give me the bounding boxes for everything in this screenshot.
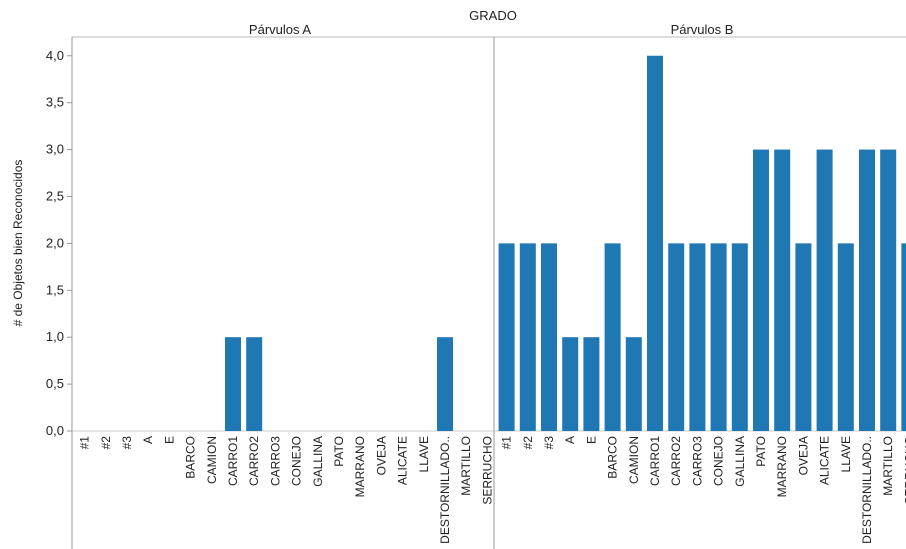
- x-tick-label: MARRANO: [775, 436, 789, 497]
- bar: [625, 337, 642, 431]
- y-tick-label: 2,5: [46, 188, 64, 203]
- x-tick-label: MARTILLO: [459, 436, 473, 496]
- x-tick-label: LLAVE: [417, 436, 431, 472]
- x-tick-label: PATO: [332, 436, 346, 467]
- bar: [437, 337, 453, 431]
- bar: [901, 243, 906, 431]
- y-axis: 0,0 0,5 1,0 1,5 2,0 2,5 3,0 3,5 4,0: [46, 37, 73, 549]
- x-tick-label: GALLINA: [733, 436, 747, 487]
- bar: [710, 243, 727, 431]
- bar: [246, 337, 263, 431]
- y-tick-label: 1,5: [46, 282, 64, 297]
- bar: [837, 243, 854, 431]
- bar: [795, 243, 812, 431]
- x-tick-label: PATO: [754, 436, 768, 467]
- bar: [562, 337, 579, 431]
- y-tick-label: 0,0: [46, 423, 64, 438]
- bar: [604, 243, 621, 431]
- x-tick-label: #1: [78, 436, 92, 450]
- x-tick-label: GALLINA: [311, 436, 325, 487]
- x-tick-label: SERRUCHO: [480, 436, 494, 505]
- bar: [859, 149, 875, 432]
- y-axis-label: # de Objetos bien Reconocidos: [11, 160, 25, 327]
- bar: [689, 243, 706, 431]
- x-tick-label: ALICATE: [396, 436, 410, 485]
- panel: Párvulos A #1 #2 #3 A E BARCO CAMION CARRO1 CARRO…: [72, 22, 494, 544]
- x-tick-label: E: [584, 436, 598, 444]
- x-tick-label: #3: [542, 436, 556, 450]
- x-tick-label: OVEJA: [374, 436, 388, 475]
- x-tick-label: CONEJO: [712, 436, 726, 486]
- bar: [731, 243, 748, 431]
- x-tick-label: CARRO3: [268, 436, 282, 486]
- x-tick-label: #2: [99, 436, 113, 450]
- x-tick-label: A: [141, 436, 155, 444]
- x-tick-label: CAMION: [627, 436, 641, 484]
- y-tick-label: 3,5: [46, 95, 64, 110]
- x-tick-label: MARTILLO: [881, 436, 895, 496]
- bar: [753, 149, 769, 432]
- x-tick-label: CAMION: [205, 436, 219, 484]
- x-tick-label: SERRUCHO: [902, 436, 906, 505]
- x-tick-label: ALICATE: [818, 436, 832, 485]
- y-tick-label: 1,0: [46, 329, 64, 344]
- bar: [225, 337, 241, 431]
- x-tick-label: MARRANO: [353, 436, 367, 497]
- bar: [880, 149, 897, 432]
- panel: Párvulos B #1 #2 #3 A E BARCO CAMION CARRO1 CARRO…: [493, 22, 906, 549]
- panel-name: Párvulos A: [249, 22, 311, 37]
- x-tick-label: CARRO2: [247, 436, 261, 486]
- chart-title: GRADO: [469, 8, 517, 23]
- panels-layer: Párvulos A#1 #2 #3 A E BARCO CAMION CARRO1 CARRO…: [72, 22, 906, 549]
- bar: [647, 55, 663, 432]
- x-tick-label: CONEJO: [290, 436, 304, 486]
- x-tick-label: #1: [500, 436, 514, 450]
- x-tick-label: #2: [521, 436, 535, 450]
- bar: [541, 243, 557, 431]
- y-tick-label: 0,5: [46, 376, 64, 391]
- panel-name: Párvulos B: [671, 22, 734, 37]
- y-tick-label: 3,0: [46, 142, 64, 157]
- bar: [583, 337, 600, 431]
- x-tick-label: BARCO: [606, 436, 620, 479]
- bar: [498, 243, 515, 431]
- x-tick-label: LLAVE: [839, 436, 853, 472]
- x-tick-label: A: [563, 436, 577, 444]
- x-tick-label: DESTORNILLADO..: [438, 436, 452, 544]
- x-tick-label: DESTORNILLADO..: [860, 436, 874, 544]
- x-tick-label: OVEJA: [796, 436, 810, 475]
- y-tick-label: 4,0: [46, 48, 64, 63]
- x-tick-label: CARRO1: [648, 436, 662, 486]
- bar: [774, 149, 791, 432]
- x-tick-label: E: [162, 436, 176, 444]
- x-tick-label: #3: [120, 436, 134, 450]
- x-tick-label: CARRO2: [669, 436, 683, 486]
- x-tick-label: CARRO1: [226, 436, 240, 486]
- y-tick-label: 2,0: [46, 235, 64, 250]
- bar: [519, 243, 536, 431]
- x-tick-label: CARRO3: [690, 436, 704, 486]
- bar: [816, 149, 833, 432]
- bar: [668, 243, 685, 431]
- x-tick-label: BARCO: [184, 436, 198, 479]
